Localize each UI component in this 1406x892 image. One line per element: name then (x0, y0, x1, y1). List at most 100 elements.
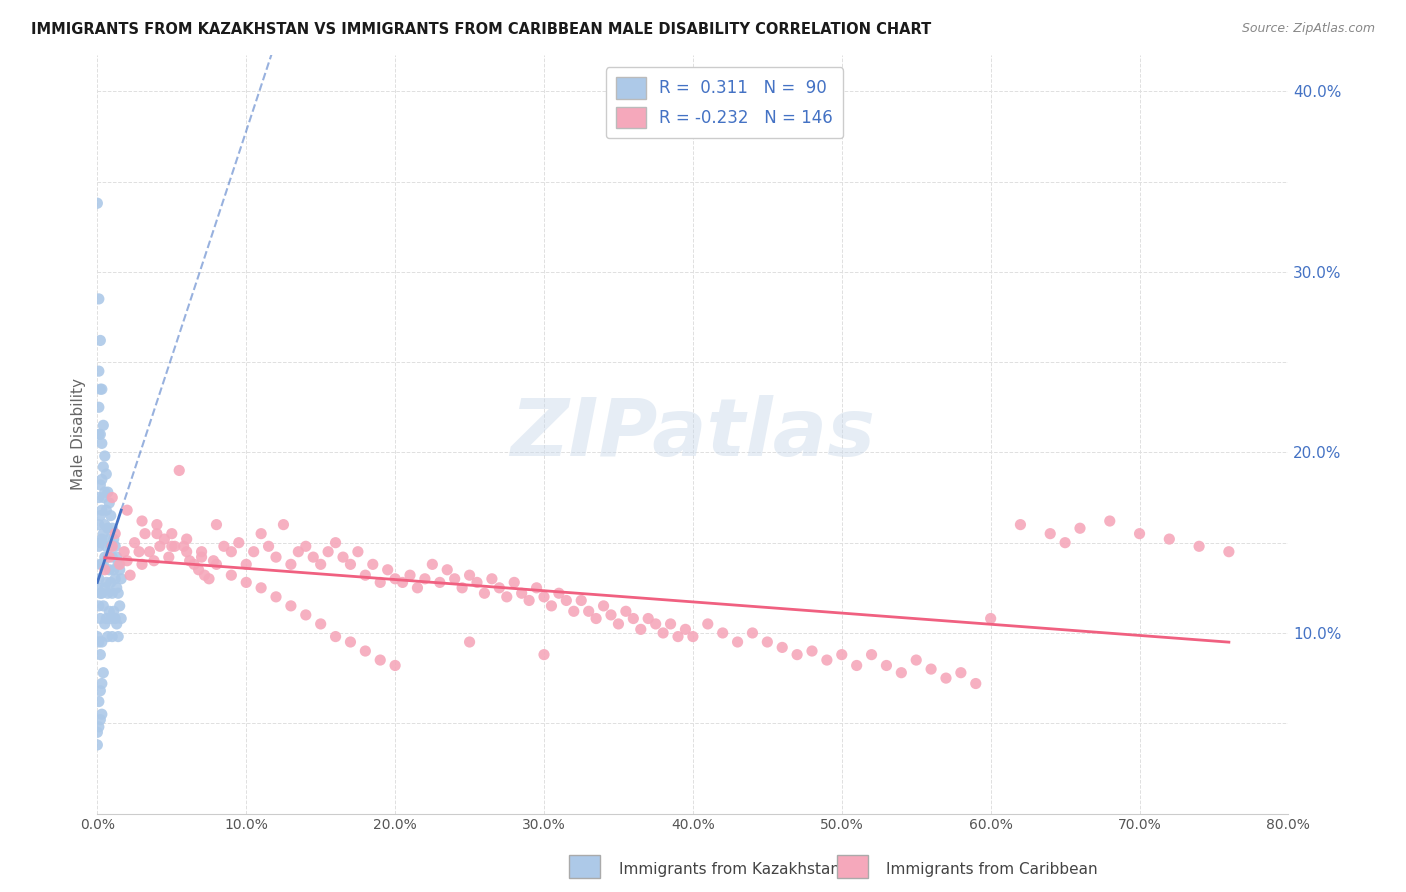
Point (91, 526, 114, 541)
Point (1039, 526, 1062, 541)
Point (280, 558, 302, 572)
Point (183, 558, 205, 572)
Point (128, 545, 150, 559)
Point (1159, 532, 1181, 546)
Point (98, 532, 121, 546)
Point (101, 491, 124, 505)
Point (273, 517, 295, 532)
Point (205, 558, 228, 572)
Point (221, 568, 243, 582)
Point (107, 630, 129, 644)
Point (443, 572, 465, 586)
Point (652, 626, 675, 640)
Point (770, 640, 793, 655)
Point (332, 550, 354, 565)
Point (91, 459, 114, 474)
Point (104, 572, 127, 586)
Point (101, 586, 124, 600)
Point (280, 599, 302, 613)
Point (235, 558, 257, 572)
Point (94, 616, 117, 631)
Point (202, 554, 225, 568)
Point (1098, 514, 1121, 528)
Point (621, 611, 644, 625)
Point (294, 607, 316, 622)
Point (101, 539, 124, 553)
Point (391, 575, 413, 590)
Point (87, 292, 110, 306)
Point (167, 463, 190, 477)
Point (474, 586, 496, 600)
Point (142, 554, 165, 568)
Point (205, 517, 228, 532)
Point (110, 611, 132, 625)
Point (146, 517, 169, 532)
Point (153, 532, 176, 546)
Point (264, 590, 287, 604)
Point (87, 539, 110, 553)
Point (94, 517, 117, 532)
Point (212, 539, 235, 553)
Point (89, 648, 111, 662)
Point (875, 658, 897, 673)
Point (339, 635, 361, 649)
Point (89, 558, 111, 572)
Point (90, 635, 112, 649)
Point (682, 630, 704, 644)
Point (980, 611, 1002, 625)
Y-axis label: Male Disability: Male Disability (72, 378, 86, 491)
Point (347, 545, 370, 559)
Point (1069, 521, 1091, 535)
Point (89, 586, 111, 600)
Point (458, 568, 481, 582)
Text: Immigrants from Kazakhstan: Immigrants from Kazakhstan (619, 863, 839, 877)
Point (97, 550, 120, 565)
Point (325, 535, 347, 549)
Point (309, 558, 332, 572)
Point (89, 478, 111, 492)
Point (526, 581, 548, 595)
Point (90, 676, 112, 690)
Point (90, 473, 112, 487)
Point (98, 563, 121, 577)
Point (104, 526, 127, 541)
Point (86, 581, 108, 595)
Point (935, 671, 957, 685)
Point (120, 568, 142, 582)
Point (190, 545, 212, 559)
Point (179, 554, 201, 568)
Point (87, 427, 110, 442)
Point (193, 568, 215, 582)
Point (112, 545, 135, 559)
Point (96, 503, 118, 517)
Point (429, 575, 451, 590)
Point (257, 539, 280, 553)
Point (97, 630, 120, 644)
Point (711, 626, 734, 640)
Point (107, 558, 129, 572)
Point (533, 648, 555, 662)
Point (316, 545, 339, 559)
Point (89, 382, 111, 396)
Point (377, 563, 399, 577)
Point (115, 503, 138, 517)
Point (160, 539, 183, 553)
Point (965, 676, 987, 690)
Point (89, 334, 111, 348)
Point (86, 738, 108, 752)
Point (228, 535, 250, 549)
Point (540, 599, 562, 613)
Point (727, 635, 749, 649)
Point (420, 558, 443, 572)
Point (89, 535, 111, 549)
Point (562, 604, 585, 618)
Point (949, 665, 972, 680)
Point (94, 581, 117, 595)
Point (578, 604, 600, 618)
Point (592, 599, 614, 613)
Point (96, 539, 118, 553)
Point (94, 449, 117, 463)
Point (250, 581, 273, 595)
Point (104, 539, 127, 553)
Point (235, 575, 257, 590)
